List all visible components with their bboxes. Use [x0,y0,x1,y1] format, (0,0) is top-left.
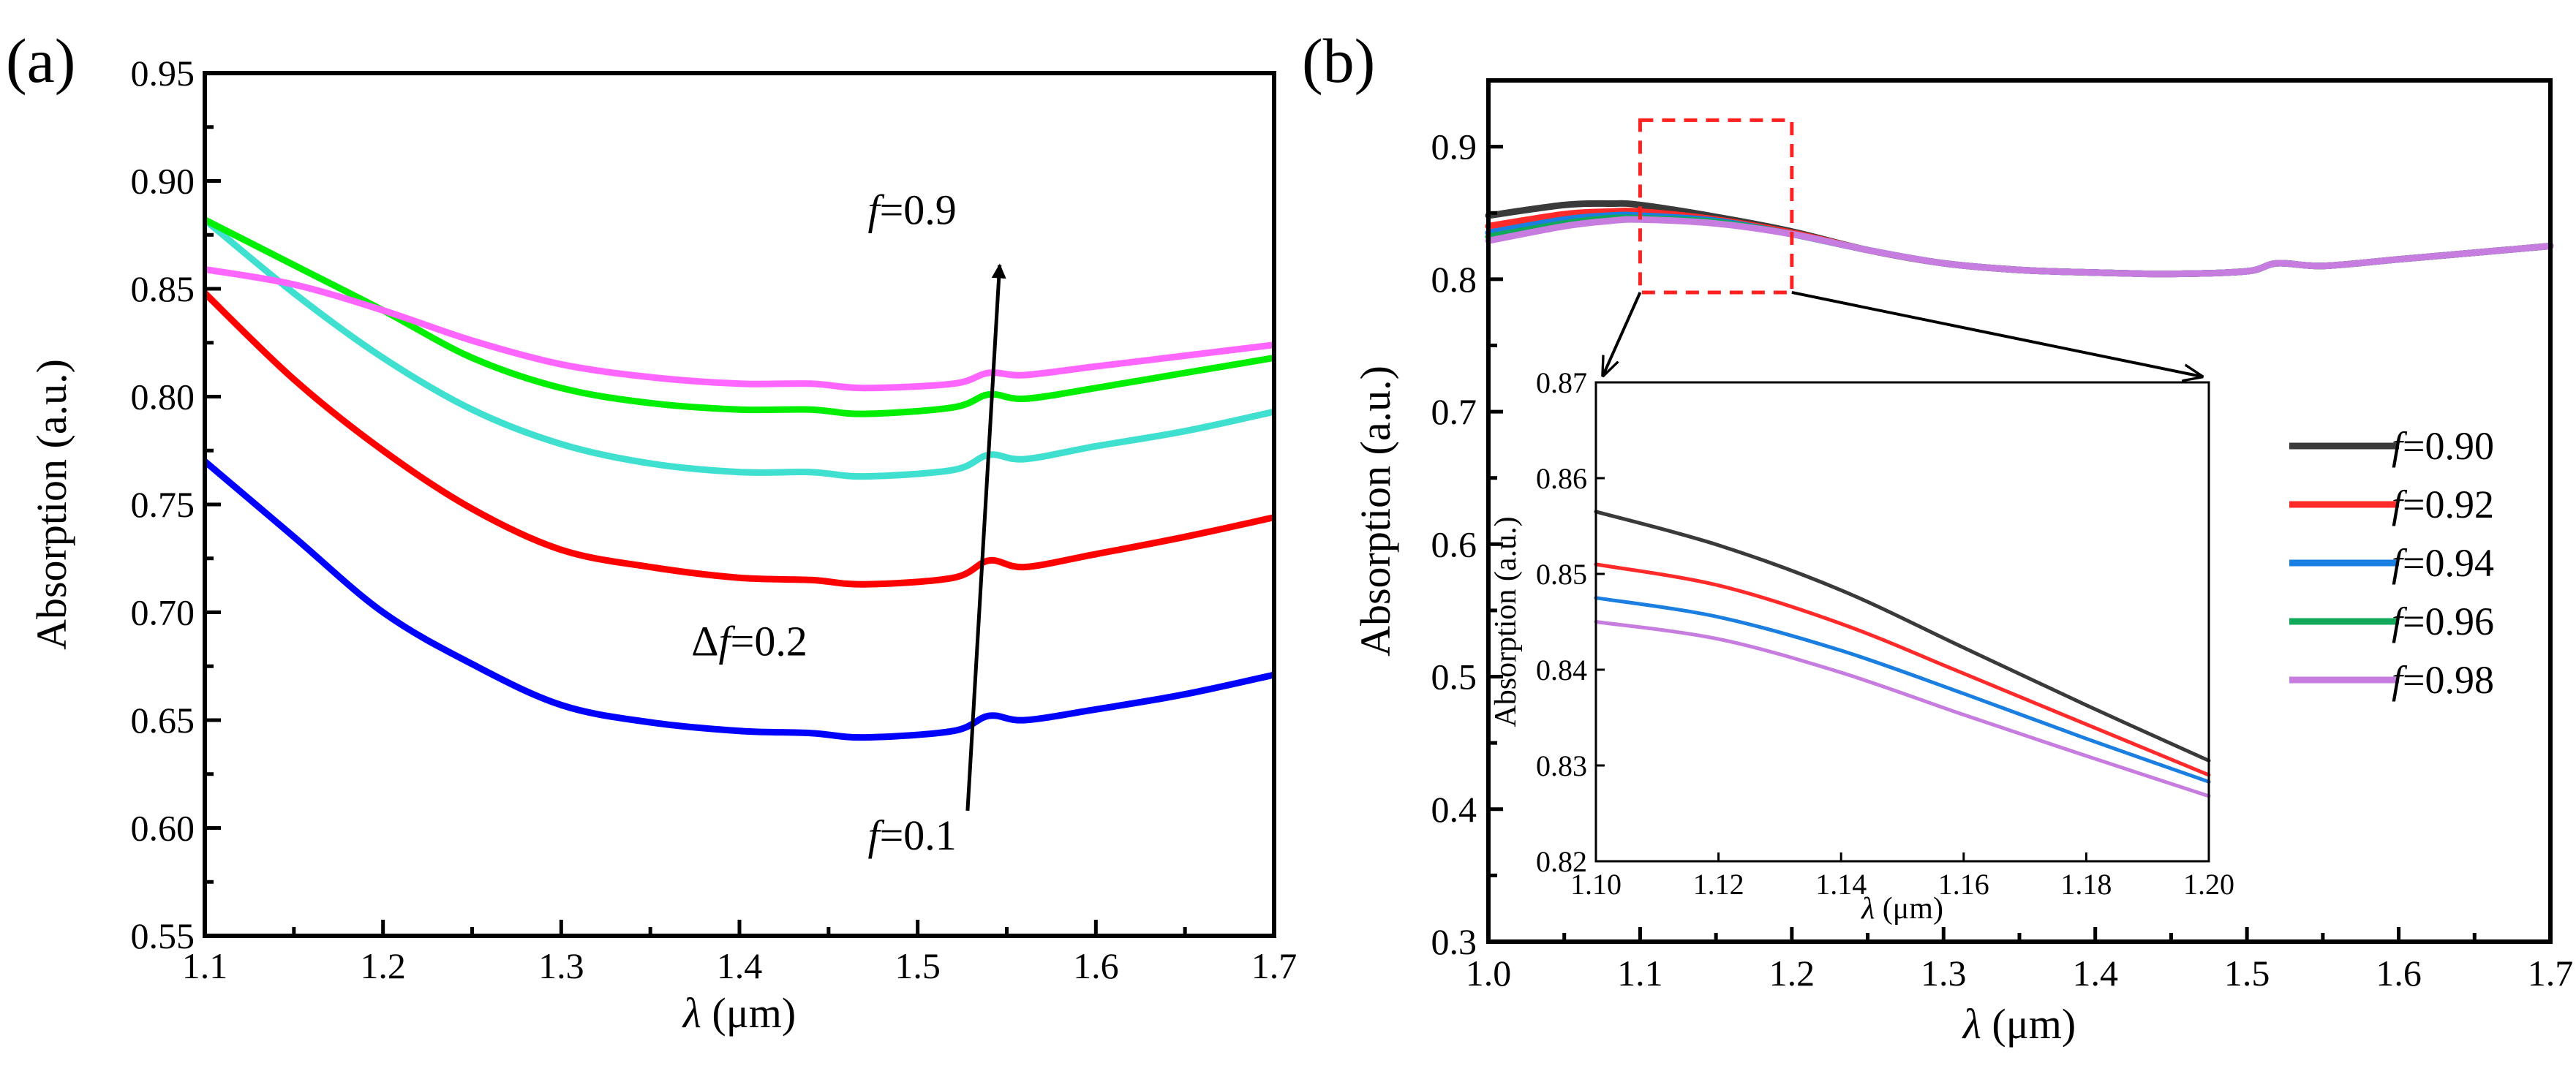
panel-a-x-tick-label: 1.4 [717,945,763,986]
panel-a-annotation-f01-rest: =0.1 [880,812,957,859]
panel-a-annotation-f09-rest: =0.9 [880,186,957,234]
panel-a-series-line-1 [205,458,1274,741]
panel-b-legend-label-3: f=0.94 [2392,541,2494,585]
panel-b-inset-x-axis-title: λ (μm) [1860,892,1943,926]
panel-a-annotation-f09: f=0.9 [867,186,956,234]
panel-a-plot-frame [203,71,1276,938]
panel-b-y-tick-label: 0.3 [1431,921,1477,962]
panel-a-series-line-3 [205,216,1274,480]
panel-a-series-line-2 [205,290,1274,588]
panel-b-x-tick-label: 1.5 [2224,953,2270,994]
panel-b-x-axis-title: λ (μm) [1962,1000,2076,1048]
panel-b-series-line-3 [1485,211,2554,278]
panel-b-x-tick-label: 1.1 [1617,953,1663,994]
panel-b-inset-series-line-3 [1594,596,2211,784]
panel-b-inset-x-tick-label: 1.12 [1693,868,1744,901]
panel-b-inset-series-line-1 [1594,510,2211,763]
panel-b-x-axis-title-unit: (μm) [1981,1000,2076,1048]
panel-b-x-tick-label: 1.0 [1466,953,1512,994]
panel-b-inset-background [1596,382,2209,861]
panel-a-y-tick-label: 0.85 [131,268,195,309]
panel-a-y-tick-label: 0.75 [131,484,195,525]
panel-b-series-line-5 [1485,216,2554,278]
panel-a-x-tick-label: 1.5 [895,945,941,986]
panel-b-inset-y-tick-label: 0.85 [1536,558,1587,591]
panel-b-inset-y-tick-label: 0.86 [1536,462,1587,495]
panel-b-x-axis-title-symbol: λ [1962,1000,1981,1048]
panel-b-inset-y-tick-label: 0.84 [1536,654,1587,687]
panel-a-annotation-f01: f=0.1 [867,812,956,859]
panel-b-inset-x-tick-label: 1.18 [2060,868,2112,901]
panel-b-inset-x-tick-label: 1.10 [1570,868,1622,901]
panel-b-x-tick-label: 1.3 [1921,953,1967,994]
panel-b-y-tick-label: 0.7 [1431,391,1477,432]
panel-a-x-tick-label: 1.2 [360,945,406,986]
panel-b-inset-y-tick-label: 0.87 [1536,366,1587,399]
panel-b-inset-x-tick-label: 1.16 [1938,868,1989,901]
panel-b-inset-x-axis-title-symbol: λ [1860,892,1875,926]
panel-b-series-line-4 [1485,214,2554,278]
panel-b-zoom-box [1638,118,1794,295]
panel-b-legend-label-2-rest: =0.92 [2403,483,2494,526]
panel-b-y-tick-label: 0.4 [1431,789,1477,830]
panel-a-x-axis-title-unit: (μm) [701,989,796,1037]
panel-a-x-tick-label: 1.1 [182,945,228,986]
panel-a-trend-arrow [965,263,1006,812]
panel-b-legend-label-4-rest: =0.96 [2403,600,2494,643]
panel-b-legend-label-1-rest: =0.90 [2403,424,2494,468]
panel-b-inset-series-line-4 [1594,620,2211,798]
panel-b-y-tick-label: 0.8 [1431,259,1477,300]
panel-b-x-tick-label: 1.6 [2376,953,2422,994]
panel-b-legend-label-3-rest: =0.94 [2403,541,2494,585]
panel-a-annotation-delta-f-rest: =0.2 [731,618,807,665]
panel-a-annotation-delta-f-prefix: Δ [691,618,718,665]
panel-b-chart: 1.0 1.1 1.2 1.3 1.4 1.5 1.6 1.7 0.3 0.4 0.5 0.6 0.7 0… [1302,26,2573,1048]
panel-a-x-axis-title: λ (μm) [682,989,796,1037]
panel-b-legend-label-1: f=0.90 [2392,424,2494,468]
panel-a-y-tick-label: 0.55 [131,915,195,956]
panel-b-zoom-connector-left [1603,292,1642,375]
panel-a-y-tick-label: 0.90 [131,161,195,202]
panel-b-x-tick-label: 1.2 [1769,953,1815,994]
panel-b-inset-plot-frame [1594,381,2210,863]
panel-b-y-tick-label: 0.9 [1431,126,1477,167]
panel-a-x-axis-title-symbol: λ [682,989,701,1037]
panel-b-inset-x-tick-label: 1.14 [1815,868,1867,901]
panel-b-zoom-connector-right [1791,291,2202,377]
panel-b-inset-x-axis-title-unit: (μm) [1875,892,1943,926]
panel-b-y-axis-title: Absorption (a.u.) [1352,366,1399,657]
panel-a-x-tick-label: 1.6 [1073,945,1119,986]
panel-b-inset-series-line-2 [1594,562,2211,777]
panel-b-legend-label-2: f=0.92 [2392,483,2494,526]
panel-a-y-tick-label: 0.80 [131,377,195,417]
panel-a-y-tick-label: 0.65 [131,700,195,741]
panel-a-y-axis-title: Absorption (a.u.) [28,359,75,650]
panel-b-inset-y-axis-title: Absorption (a.u.) [1489,516,1523,727]
panel-a-chart: 1.1 1.2 1.3 1.4 1.5 1.6 1.7 0.55 0.60 0.65 0.70 0.7… [6,26,1297,1037]
panel-b-x-tick-label: 1.4 [2072,953,2118,994]
panel-b-x-tick-label: 1.7 [2528,953,2574,994]
panel-a-x-tick-label: 1.7 [1251,945,1298,986]
panel-b-legend-label-4: f=0.96 [2392,600,2494,643]
panel-b-inset-y-tick-label: 0.82 [1536,845,1587,878]
panel-b-y-tick-label: 0.5 [1431,657,1477,697]
panel-a-series-line-5 [205,265,1274,392]
panel-b-legend-label-5: f=0.98 [2392,658,2494,702]
panel-a-y-tick-label: 0.70 [131,592,195,633]
panel-a-x-tick-label: 1.3 [538,945,584,986]
panel-a-y-tick-label: 0.60 [131,808,195,849]
panel-b-inset-x-tick-label: 1.20 [2183,868,2234,901]
panel-b-legend-label-5-rest: =0.98 [2403,658,2494,702]
panel-a-label: (a) [6,26,75,96]
panel-b-label: (b) [1302,26,1375,96]
panel-a-annotation-delta-f: Δf=0.2 [691,618,807,665]
panel-b-y-tick-label: 0.6 [1431,523,1477,564]
panel-a-y-tick-label: 0.95 [131,53,195,94]
panel-b-inset-y-tick-label: 0.83 [1536,749,1587,782]
